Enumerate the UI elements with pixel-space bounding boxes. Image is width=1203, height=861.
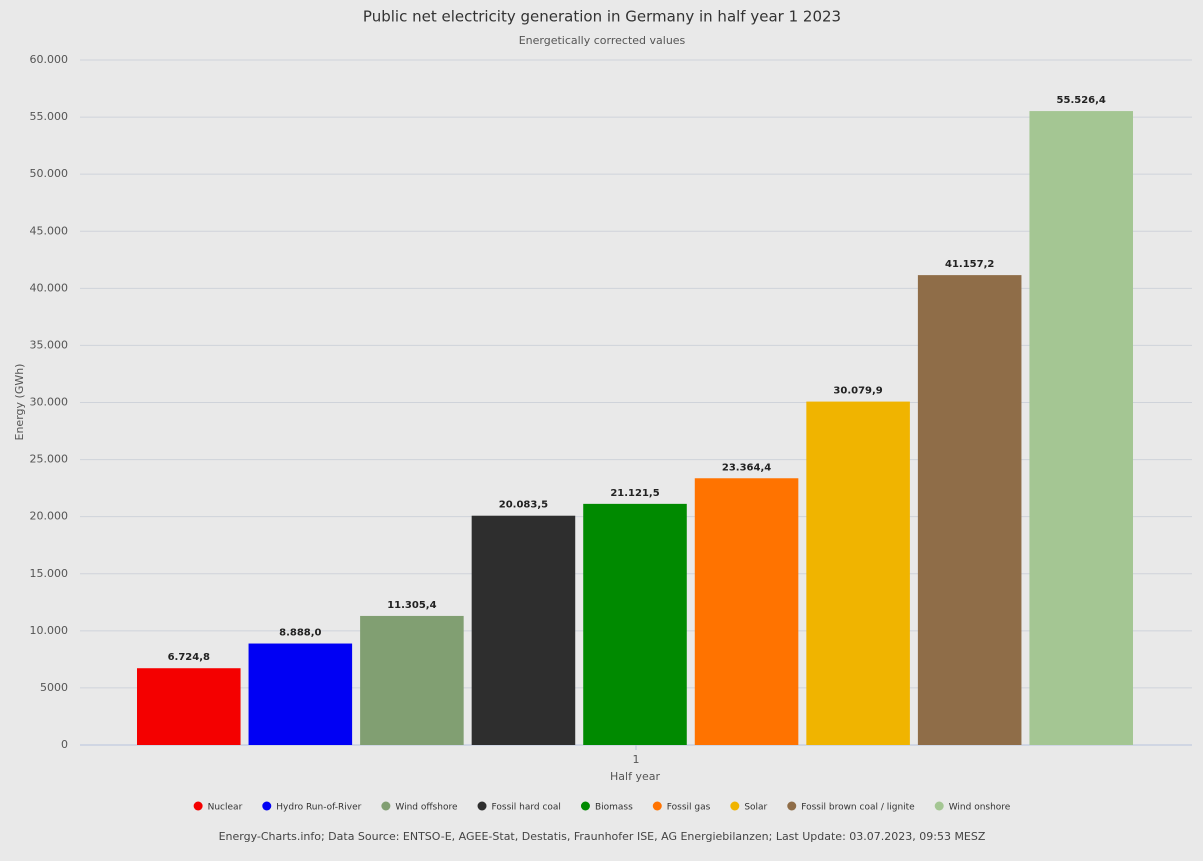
y-tick-label: 25.000 [30,453,69,466]
source-note: Energy-Charts.info; Data Source: ENTSO-E… [219,830,986,843]
value-label: 30.079,9 [833,386,882,397]
y-tick-label: 10.000 [30,624,69,637]
y-axis-label: Energy (GWh) [13,364,26,441]
y-tick-label: 35.000 [30,338,69,351]
legend-marker [580,801,590,811]
legend-marker [652,801,662,811]
x-tick-label: 1 [633,753,640,766]
legend-label: Hydro Run-of-River [276,803,361,813]
value-label: 23.364,4 [722,462,771,473]
chart-subtitle: Energetically corrected values [519,34,686,47]
y-tick-label: 40.000 [30,281,69,294]
y-tick-label: 50.000 [30,167,69,180]
legend-label: Fossil hard coal [492,803,561,813]
bar [694,478,799,745]
value-label: 55.526,4 [1057,95,1106,106]
bar [917,275,1022,745]
value-label: 21.121,5 [610,488,659,499]
legend-label: Biomass [595,803,633,813]
bar [360,615,464,745]
legend-label: Wind onshore [949,803,1011,813]
legend-marker [730,801,740,811]
legend-marker [262,801,272,811]
y-tick-label: 5000 [40,681,68,694]
value-label: 6.724,8 [168,652,210,663]
value-label: 20.083,5 [499,500,548,511]
value-label: 41.157,2 [945,259,994,270]
bar [806,401,910,745]
legend-marker [381,801,391,811]
chart-title: Public net electricity generation in Ger… [363,8,841,26]
value-label: 8.888,0 [279,628,321,639]
y-tick-label: 30.000 [30,396,69,409]
bar [1029,111,1133,745]
y-tick-label: 20.000 [30,510,69,523]
bar [248,643,353,745]
x-axis-label: Half year [610,770,660,783]
legend-label: Fossil brown coal / lignite [801,803,915,813]
y-tick-label: 15.000 [30,567,69,580]
y-tick-label: 60.000 [30,53,69,66]
legend-label: Fossil gas [667,803,711,813]
y-tick-label: 55.000 [30,110,69,123]
bar [583,503,687,745]
legend-marker [477,801,487,811]
bar [471,515,576,745]
bar [137,668,241,745]
legend-label: Wind offshore [395,803,458,813]
legend-marker [193,801,203,811]
legend-label: Solar [744,803,767,813]
value-label: 11.305,4 [387,600,436,611]
y-tick-label: 45.000 [30,224,69,237]
legend-label: Nuclear [208,803,243,813]
legend-marker [934,801,944,811]
y-tick-label: 0 [61,738,68,751]
legend-marker [787,801,797,811]
